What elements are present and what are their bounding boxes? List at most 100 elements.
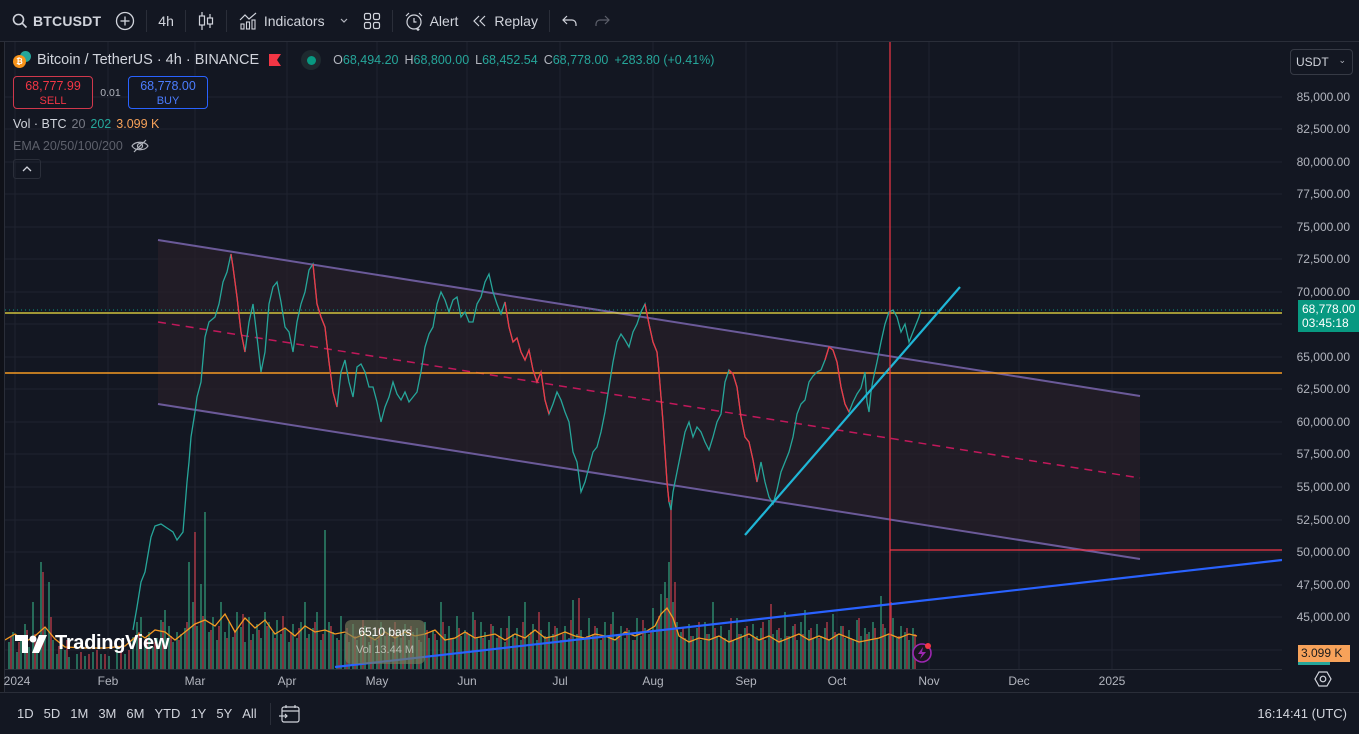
range-5y-button[interactable]: 5Y: [216, 706, 233, 721]
chart-pane[interactable]: ₿ Bitcoin / TetherUS · 4h · BINANCE O68,…: [4, 42, 1359, 692]
price-tick: 85,000.00: [1296, 90, 1350, 104]
replay-label: Replay: [494, 12, 538, 29]
last-price-tag: 68,778.00 03:45:18: [1298, 300, 1359, 332]
goto-date-calendar-icon[interactable]: [278, 704, 301, 724]
replay-button[interactable]: Replay: [465, 4, 545, 38]
price-tick: 82,500.00: [1296, 122, 1350, 136]
price-tick: 70,000.00: [1296, 285, 1350, 299]
watermark-text: TradingView: [55, 632, 170, 654]
symbol-search-button[interactable]: BTCUSDT: [8, 4, 108, 38]
time-axis[interactable]: 2024 Feb Mar Apr May Jun Jul Aug Sep Oct…: [4, 669, 1282, 692]
symbol-title-row: ₿ Bitcoin / TetherUS · 4h · BINANCE O68,…: [13, 50, 714, 70]
time-tick: Aug: [642, 674, 664, 688]
range-measure-bubble: 6510 bars Vol 13.44 M: [345, 620, 425, 664]
price-tick: 72,500.00: [1296, 252, 1350, 266]
chevron-down-icon: [340, 18, 348, 23]
alarm-clock-icon: [405, 12, 423, 31]
divider: [269, 702, 271, 725]
trade-buttons: 68,777.99 SELL 0.01 68,778.00 BUY: [13, 76, 714, 109]
volume-ma-tag: 3.099 K: [1298, 645, 1350, 662]
layouts-button[interactable]: [356, 4, 388, 38]
chart-title[interactable]: Bitcoin / TetherUS · 4h · BINANCE: [37, 52, 260, 68]
cyan-uptrend-line: [744, 286, 961, 536]
price-tick: 65,000.00: [1296, 350, 1350, 364]
open-value: 68,494.20: [342, 53, 399, 67]
price-plot[interactable]: [5, 42, 1282, 669]
divider: [184, 9, 186, 32]
volume-ma-line: [5, 606, 918, 649]
indicators-button[interactable]: Indicators: [231, 4, 332, 38]
time-tick: Jul: [552, 674, 568, 688]
compare-symbol-button[interactable]: [108, 4, 142, 38]
volume-ma-value: 3.099 K: [116, 117, 160, 131]
range-3m-button[interactable]: 3M: [98, 706, 117, 721]
price-tick: 45,000.00: [1296, 610, 1350, 624]
spread-value: 0.01: [100, 86, 121, 99]
range-5d-button[interactable]: 5D: [43, 706, 61, 721]
sell-label: SELL: [39, 95, 67, 107]
interval-button[interactable]: 4h: [151, 4, 181, 38]
price-series-down-segments: [644, 303, 670, 503]
currency-label: USDT: [1296, 55, 1329, 69]
range-1y-button[interactable]: 1Y: [190, 706, 207, 721]
alert-button[interactable]: Alert: [397, 4, 466, 38]
interval-label: 4h: [158, 12, 174, 29]
market-status-icon[interactable]: [301, 50, 322, 70]
price-series-down-segments: [728, 369, 758, 483]
time-tick: May: [365, 674, 389, 688]
indicators-icon: [239, 12, 257, 30]
time-tick: Jun: [457, 674, 477, 688]
rewind-icon: [473, 15, 486, 26]
buy-price: 68,778.00: [140, 79, 196, 93]
time-tick: 2025: [1098, 674, 1126, 688]
btc-usdt-coin-icon: ₿: [13, 51, 31, 69]
buy-button[interactable]: 68,778.00 BUY: [128, 76, 208, 109]
chart-type-button[interactable]: [190, 4, 222, 38]
chart-legend: ₿ Bitcoin / TetherUS · 4h · BINANCE O68,…: [13, 50, 714, 179]
buy-label: BUY: [156, 95, 180, 107]
eye-hidden-icon[interactable]: [131, 139, 149, 153]
search-icon: [12, 13, 28, 28]
flag-icon[interactable]: [269, 54, 282, 66]
time-tick: Nov: [918, 674, 940, 688]
volume-legend[interactable]: Vol · BTC 20 202 3.099 K: [13, 117, 714, 131]
volume-tag-underline: [1298, 662, 1330, 665]
volume-name: Vol · BTC: [13, 117, 67, 131]
utc-clock[interactable]: 16:14:41 (UTC): [1257, 706, 1347, 721]
bars-count: 6510 bars: [358, 625, 412, 639]
ema-legend[interactable]: EMA 20/50/100/200: [13, 139, 714, 153]
price-series-down-segments: [824, 345, 850, 413]
divider: [548, 9, 550, 32]
price-tick: 80,000.00: [1296, 155, 1350, 169]
price-series-down-segments: [312, 263, 338, 408]
range-1d-button[interactable]: 1D: [17, 706, 34, 721]
chevron-down-icon: ⌄: [1338, 55, 1346, 65]
time-tick: Feb: [97, 674, 119, 688]
settings-gear-icon[interactable]: [1313, 669, 1333, 689]
range-6m-button[interactable]: 6M: [126, 706, 145, 721]
range-ytd-button[interactable]: YTD: [154, 706, 181, 721]
time-tick: Apr: [277, 674, 297, 688]
range-all-button[interactable]: All: [242, 706, 257, 721]
grid-layout-icon: [363, 12, 380, 29]
chevron-up-icon: [22, 166, 32, 172]
range-1m-button[interactable]: 1M: [70, 706, 89, 721]
sell-button[interactable]: 68,777.99 SELL: [13, 76, 93, 109]
indicators-dropdown-button[interactable]: [332, 4, 356, 38]
tradingview-watermark: TradingView: [15, 632, 169, 655]
change-value: +283.80 (+0.41%): [614, 53, 715, 67]
ema-label: EMA 20/50/100/200: [13, 139, 123, 153]
currency-select[interactable]: USDT ⌄: [1290, 49, 1353, 75]
collapse-legend-button[interactable]: [13, 159, 41, 179]
price-series-down-segments: [230, 253, 246, 353]
blue-support-line: [334, 558, 1282, 669]
time-tick: Dec: [1008, 674, 1030, 688]
high-value: 68,800.00: [413, 53, 470, 67]
undo-button[interactable]: [554, 4, 586, 38]
symbol-label: BTCUSDT: [33, 12, 102, 29]
price-scale[interactable]: USDT ⌄ 85,000.00 82,500.00 80,000.00 77,…: [1282, 42, 1359, 674]
price-tick: 50,000.00: [1296, 545, 1350, 559]
lightning-alert-icon[interactable]: [911, 642, 933, 664]
redo-button[interactable]: [586, 4, 618, 38]
channel-upper-line: [157, 239, 1141, 397]
